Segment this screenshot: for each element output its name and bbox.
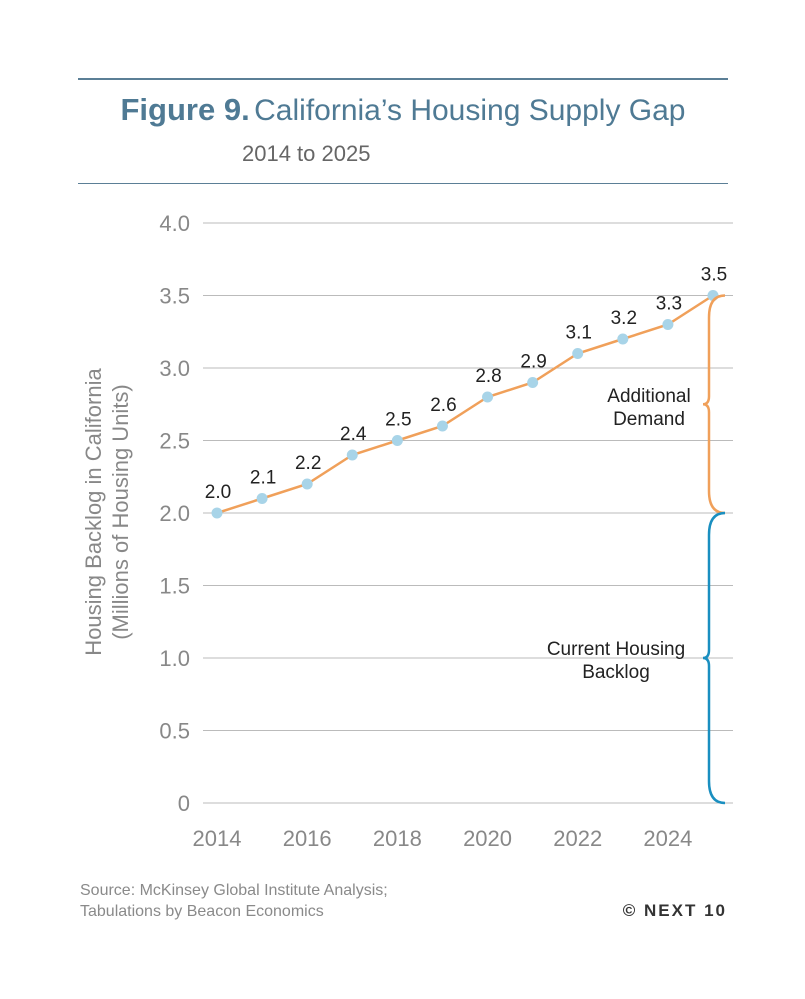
current-backlog-brace (702, 511, 726, 805)
header-bottom-rule (78, 183, 728, 184)
y-tick-label: 3.0 (159, 356, 190, 381)
data-label: 3.2 (611, 308, 637, 329)
data-point (662, 319, 674, 330)
y-axis-label: Housing Backlog in California (81, 368, 106, 656)
y-tick-label: 1.5 (159, 574, 190, 599)
source-line-1: Source: McKinsey Global Institute Analys… (80, 882, 388, 899)
data-label: 3.3 (656, 294, 682, 315)
data-label: 2.0 (205, 482, 231, 503)
data-label: 2.9 (520, 352, 546, 373)
data-label: 2.1 (250, 468, 276, 489)
annotation-label: Backlog (582, 662, 650, 683)
y-tick-label: 3.5 (159, 284, 190, 309)
data-point (527, 377, 539, 388)
figure-header: Figure 9. California’s Housing Supply Ga… (78, 92, 728, 128)
data-point (211, 507, 223, 519)
y-tick-label: 0 (178, 791, 190, 816)
annotation-label: Additional (607, 386, 690, 407)
x-tick-label: 2024 (643, 826, 692, 851)
chart-title: California’s Housing Supply Gap (254, 94, 686, 127)
y-tick-label: 0.5 (159, 719, 190, 744)
chart-subtitle: 2014 to 2025 (242, 141, 371, 166)
y-tick-label: 4.0 (159, 211, 190, 236)
x-tick-label: 2014 (193, 826, 242, 851)
source-note: Source: McKinsey Global Institute Analys… (80, 880, 388, 922)
data-label: 2.8 (475, 366, 501, 387)
series-line (216, 294, 714, 515)
x-tick-label: 2018 (373, 826, 422, 851)
y-tick-label: 2.0 (159, 501, 190, 526)
data-point (617, 333, 629, 345)
data-label: 2.4 (340, 424, 367, 445)
additional-demand-brace (702, 294, 726, 515)
data-label: 2.5 (385, 410, 411, 431)
x-tick-label: 2020 (463, 826, 512, 851)
data-point (572, 348, 584, 359)
data-label: 3.1 (566, 323, 592, 344)
data-label: 2.2 (295, 453, 321, 474)
y-axis-label-units: (Millions of Housing Units) (108, 384, 133, 640)
data-point (346, 449, 358, 461)
data-point (482, 391, 494, 403)
figure-label: Figure 9. (120, 92, 250, 127)
source-line-2: Tabulations by Beacon Economics (80, 903, 324, 920)
y-tick-label: 2.5 (159, 429, 190, 454)
annotation-label: Demand (613, 409, 685, 430)
x-tick-label: 2022 (553, 826, 602, 851)
data-label: 2.6 (430, 395, 456, 416)
data-point (301, 478, 313, 490)
top-rule (78, 78, 728, 80)
data-point (391, 435, 403, 446)
x-tick-label: 2016 (283, 826, 332, 851)
annotation-label: Current Housing (547, 639, 685, 660)
data-label: 3.5 (701, 265, 727, 286)
data-point (256, 493, 268, 504)
data-point (436, 420, 448, 432)
copyright-mark: © NEXT 10 (622, 901, 727, 920)
y-tick-label: 1.0 (159, 646, 190, 671)
